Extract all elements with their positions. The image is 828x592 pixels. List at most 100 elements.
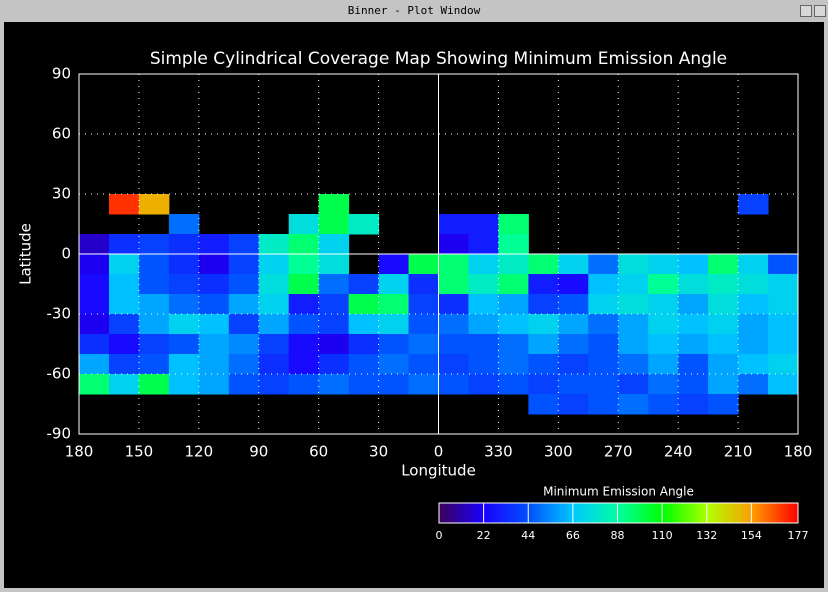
map-cell (468, 314, 499, 335)
map-cell (468, 374, 499, 395)
map-cell (108, 294, 140, 315)
map-cell (228, 354, 260, 375)
map-cell (138, 314, 170, 335)
map-cell (348, 354, 380, 375)
y-tick-label: 30 (52, 185, 71, 203)
map-cell (408, 334, 439, 355)
map-cell (738, 354, 769, 375)
map-cell (198, 254, 230, 275)
map-cell (738, 294, 769, 315)
map-cell (288, 234, 320, 255)
map-cell (438, 274, 469, 295)
map-cell (108, 194, 140, 215)
map-cell (138, 334, 170, 355)
map-cell (768, 334, 799, 355)
map-cell (528, 294, 559, 315)
map-cell (348, 374, 380, 395)
map-cell (378, 314, 410, 335)
map-cell (438, 374, 469, 395)
x-tick-label: 240 (664, 443, 693, 461)
map-cell (498, 294, 529, 315)
map-cell (198, 354, 230, 375)
map-cell (438, 334, 469, 355)
y-tick-label: 0 (61, 245, 71, 263)
map-cell (348, 214, 380, 235)
maximize-button[interactable] (814, 5, 826, 17)
map-cell (558, 374, 589, 395)
map-cell (648, 354, 679, 375)
map-cell (198, 374, 230, 395)
colorbar-tick-label: 44 (521, 529, 535, 542)
map-cell (588, 354, 619, 375)
map-cell (618, 374, 649, 395)
x-tick-label: 90 (249, 443, 268, 461)
map-cell (738, 254, 769, 275)
map-cell (768, 374, 799, 395)
map-cell (558, 254, 589, 275)
map-cell (618, 394, 649, 415)
colorbar-tick-label: 177 (788, 529, 809, 542)
map-cell (588, 254, 619, 275)
map-cell (468, 214, 499, 235)
map-cell (708, 374, 739, 395)
map-cell (528, 254, 559, 275)
map-cell (138, 374, 170, 395)
map-cell (588, 334, 619, 355)
map-cell (198, 314, 230, 335)
map-cell (768, 294, 799, 315)
map-cell (348, 294, 380, 315)
map-cell (678, 374, 709, 395)
x-axis-label: Longitude (401, 462, 476, 480)
map-cell (318, 214, 350, 235)
map-cell (378, 274, 410, 295)
map-cell (168, 234, 200, 255)
map-cell (348, 334, 380, 355)
map-cell (79, 254, 110, 275)
map-cell (228, 374, 260, 395)
map-cell (108, 374, 140, 395)
map-cell (768, 274, 799, 295)
map-cell (228, 314, 260, 335)
map-cell (79, 294, 110, 315)
x-tick-label: 180 (784, 443, 813, 461)
x-tick-label: 180 (65, 443, 94, 461)
x-tick-label: 60 (309, 443, 328, 461)
map-cell (768, 254, 799, 275)
map-cell (528, 394, 559, 415)
map-cell (438, 294, 469, 315)
map-cell (438, 214, 469, 235)
map-cell (618, 294, 649, 315)
axes-frame (78, 73, 799, 435)
map-cell (708, 394, 739, 415)
map-cell (648, 254, 679, 275)
map-cell (408, 294, 439, 315)
map-cell (378, 334, 410, 355)
map-cell (288, 374, 320, 395)
x-tick-label: 120 (185, 443, 214, 461)
map-cell (528, 354, 559, 375)
map-cell (258, 334, 290, 355)
minimize-button[interactable] (800, 5, 812, 17)
y-tick-label: 90 (52, 65, 71, 83)
map-cell (498, 374, 529, 395)
x-tick-label: 0 (434, 443, 444, 461)
map-cell (768, 354, 799, 375)
map-cell (318, 374, 350, 395)
map-cell (468, 274, 499, 295)
map-cell (438, 234, 469, 255)
map-cell (108, 354, 140, 375)
map-cell (528, 274, 559, 295)
map-cell (408, 374, 439, 395)
map-cell (198, 234, 230, 255)
map-cell (708, 354, 739, 375)
map-cell (648, 394, 679, 415)
map-cell (468, 234, 499, 255)
map-cell (618, 354, 649, 375)
map-cell (348, 314, 380, 335)
map-cell (558, 274, 589, 295)
map-cell (738, 194, 769, 215)
map-cell (558, 354, 589, 375)
map-cell (288, 274, 320, 295)
map-cell (438, 254, 469, 275)
map-cell (168, 274, 200, 295)
